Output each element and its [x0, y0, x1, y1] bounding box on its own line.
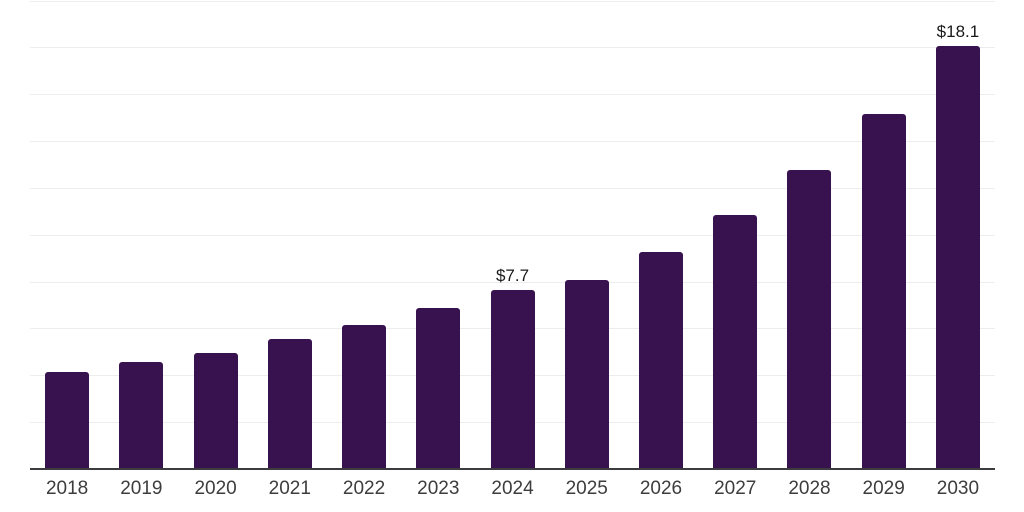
bar-column: [624, 0, 698, 468]
bar-column: [178, 0, 252, 468]
bar: [490, 289, 535, 468]
x-axis-label: 2023: [417, 478, 460, 499]
bar-column: [698, 0, 772, 468]
x-axis-label: 2024: [491, 478, 534, 499]
x-axis-label: 2027: [714, 478, 757, 499]
bar: [193, 352, 238, 468]
gridline: [30, 94, 995, 96]
bar: [267, 338, 312, 468]
x-axis-label: 2018: [45, 478, 89, 499]
x-axis-labels: 2018 2019 2020 2021 2022 2023 2024 2025 2026 2027…: [30, 477, 995, 501]
bar: [713, 214, 758, 468]
bar-column: [327, 0, 401, 468]
bar: [342, 324, 387, 468]
x-axis-label: 2022: [342, 478, 386, 499]
bar-column: [550, 0, 624, 468]
bars-row: $7.7 $18.1: [30, 0, 995, 468]
x-axis-label: 2019: [120, 478, 163, 499]
bar: [935, 46, 980, 468]
bar: [861, 114, 906, 468]
bar-column: $18.1: [921, 0, 995, 468]
bar: [787, 170, 832, 468]
bar: [416, 308, 461, 468]
bar-column: [401, 0, 475, 468]
bar-column: [253, 0, 327, 468]
x-axis-label: 2025: [565, 478, 608, 499]
plot-area: $7.7 $18.1: [30, 0, 995, 470]
x-axis-label: 2020: [194, 478, 237, 499]
bar: [119, 362, 164, 468]
gridline: [30, 47, 995, 49]
x-axis-label: 2029: [862, 478, 905, 499]
bar-column: $7.7: [475, 0, 549, 468]
bar-column: [104, 0, 178, 468]
x-axis-line: [30, 468, 995, 470]
bar-value-label: $7.7: [495, 265, 530, 285]
gridline: [30, 234, 995, 236]
x-axis-label: 2030: [936, 478, 980, 499]
bar-value-label: $18.1: [936, 22, 980, 42]
x-axis-label: 2028: [788, 478, 831, 499]
bar-column: [847, 0, 921, 468]
bar: [564, 280, 609, 468]
bar-column: [30, 0, 104, 468]
bar: [45, 371, 90, 468]
x-axis-label: 2021: [268, 478, 311, 499]
bar-column: [772, 0, 846, 468]
gridline: [30, 141, 995, 143]
bar: [638, 252, 683, 468]
gridline: [30, 281, 995, 283]
gridline: [30, 187, 995, 189]
x-axis-label: 2026: [639, 478, 683, 499]
gridline: [30, 0, 995, 2]
